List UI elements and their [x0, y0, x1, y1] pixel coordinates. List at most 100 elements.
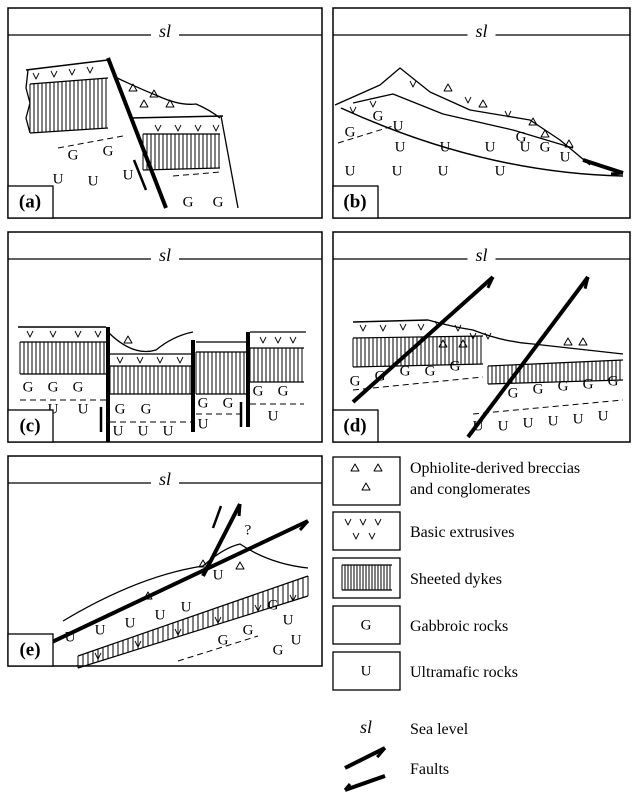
v-mark — [400, 324, 406, 330]
rock-label: G — [583, 376, 594, 392]
outline — [108, 332, 193, 352]
line — [108, 58, 166, 208]
legend-box — [333, 457, 400, 505]
triangle — [564, 338, 572, 345]
v-mark — [290, 337, 296, 343]
line — [353, 320, 428, 322]
v-mark — [51, 71, 57, 77]
v-mark — [418, 324, 424, 330]
line — [583, 160, 623, 173]
query-mark: ? — [245, 522, 252, 538]
legend-item: G Gabbroic rocks — [333, 606, 508, 644]
legend-label: Sea level — [410, 721, 469, 738]
v-mark — [360, 325, 366, 331]
legend-label: Ultramafic rocks — [410, 664, 518, 681]
rock-label: U — [268, 408, 279, 424]
triangle — [439, 340, 447, 347]
panel-label: (a) — [19, 191, 41, 212]
panel: slGGGUUGGUUUGGUGGU(c) — [8, 232, 322, 442]
v-mark — [410, 81, 416, 87]
v-mark — [33, 73, 39, 79]
rock-label: G — [558, 378, 569, 394]
legend-item: Faults — [345, 748, 449, 790]
v-mark — [195, 125, 201, 131]
line — [213, 506, 221, 528]
legend-label: and conglomerates — [410, 481, 530, 498]
line — [221, 116, 238, 208]
rock-label: U — [213, 567, 224, 583]
rock-label: G — [223, 395, 234, 411]
rock-label: U — [598, 408, 609, 424]
rock-label: U — [523, 415, 534, 431]
v-mark — [69, 69, 75, 75]
v-mark — [27, 331, 33, 337]
rock-label: U — [283, 612, 294, 628]
line — [173, 172, 221, 176]
v-mark — [155, 125, 161, 131]
rock-label: U — [163, 423, 174, 439]
rock-label: G — [68, 147, 79, 163]
rock-label: U — [78, 401, 89, 417]
v-mark — [117, 357, 123, 363]
triangle — [124, 336, 132, 343]
legend-label: Gabbroic rocks — [410, 618, 508, 635]
rock-label: U — [440, 139, 451, 155]
v-mark — [275, 337, 281, 343]
rock-label: U — [123, 167, 134, 183]
line — [203, 504, 240, 576]
triangle — [140, 100, 148, 107]
rock-label: G — [213, 194, 224, 210]
rock-label: G — [540, 139, 551, 155]
v-mark — [213, 125, 219, 131]
rock-label: U — [113, 423, 124, 439]
rock-label: G — [268, 597, 279, 613]
rock-label: G — [48, 379, 59, 395]
v-mark — [137, 357, 143, 363]
rock-label: U — [291, 632, 302, 648]
sea-level-label: sl — [475, 21, 487, 41]
rock-label: U — [498, 418, 509, 434]
rock-label: G — [533, 381, 544, 397]
v-mark — [175, 125, 181, 131]
panel-label: (c) — [19, 415, 40, 436]
line — [345, 748, 385, 768]
sea-level-label: sl — [159, 21, 171, 41]
line — [30, 78, 108, 84]
figure: slGGUUUGG(a)slGGUUUUUUUUUGGU(b)slGGGUUGG… — [0, 0, 638, 794]
rock-label: U — [473, 418, 484, 434]
rock-label: U — [495, 163, 506, 179]
rock-label: U — [88, 173, 99, 189]
rock-label: G — [508, 385, 519, 401]
arrow-head — [239, 504, 240, 516]
rock-label: G — [450, 358, 461, 374]
v-mark — [465, 97, 471, 103]
rock-label: G — [141, 401, 152, 417]
v-mark — [380, 325, 386, 331]
rock-label: U — [125, 615, 136, 631]
line — [353, 336, 483, 338]
panel-label: (b) — [343, 191, 366, 212]
triangle — [479, 100, 487, 107]
v-mark — [177, 357, 183, 363]
triangle — [459, 340, 467, 347]
legend-label: Ophiolite-derived breccias — [410, 460, 580, 477]
rock-label: G — [375, 368, 386, 384]
panel-label: (d) — [343, 415, 366, 436]
legend-item: Basic extrusives — [333, 512, 514, 550]
rock-label: G — [345, 124, 356, 140]
v-mark — [75, 331, 81, 337]
legend-symbol: G — [361, 617, 372, 633]
legend-label: Faults — [410, 761, 449, 778]
line — [26, 60, 108, 70]
v-mark — [50, 331, 56, 337]
rock-label: G — [218, 632, 229, 648]
rock-label: U — [181, 599, 192, 615]
rock-label: G — [23, 379, 34, 395]
panel: slGGUUUUUUUUUGGU(b) — [333, 8, 630, 218]
legend-box — [333, 512, 400, 550]
line — [468, 277, 588, 437]
legend-symbol: U — [361, 663, 372, 679]
rock-label: G — [516, 129, 527, 145]
legend-label: Sheeted dykes — [410, 571, 502, 588]
rock-label: G — [273, 642, 284, 658]
